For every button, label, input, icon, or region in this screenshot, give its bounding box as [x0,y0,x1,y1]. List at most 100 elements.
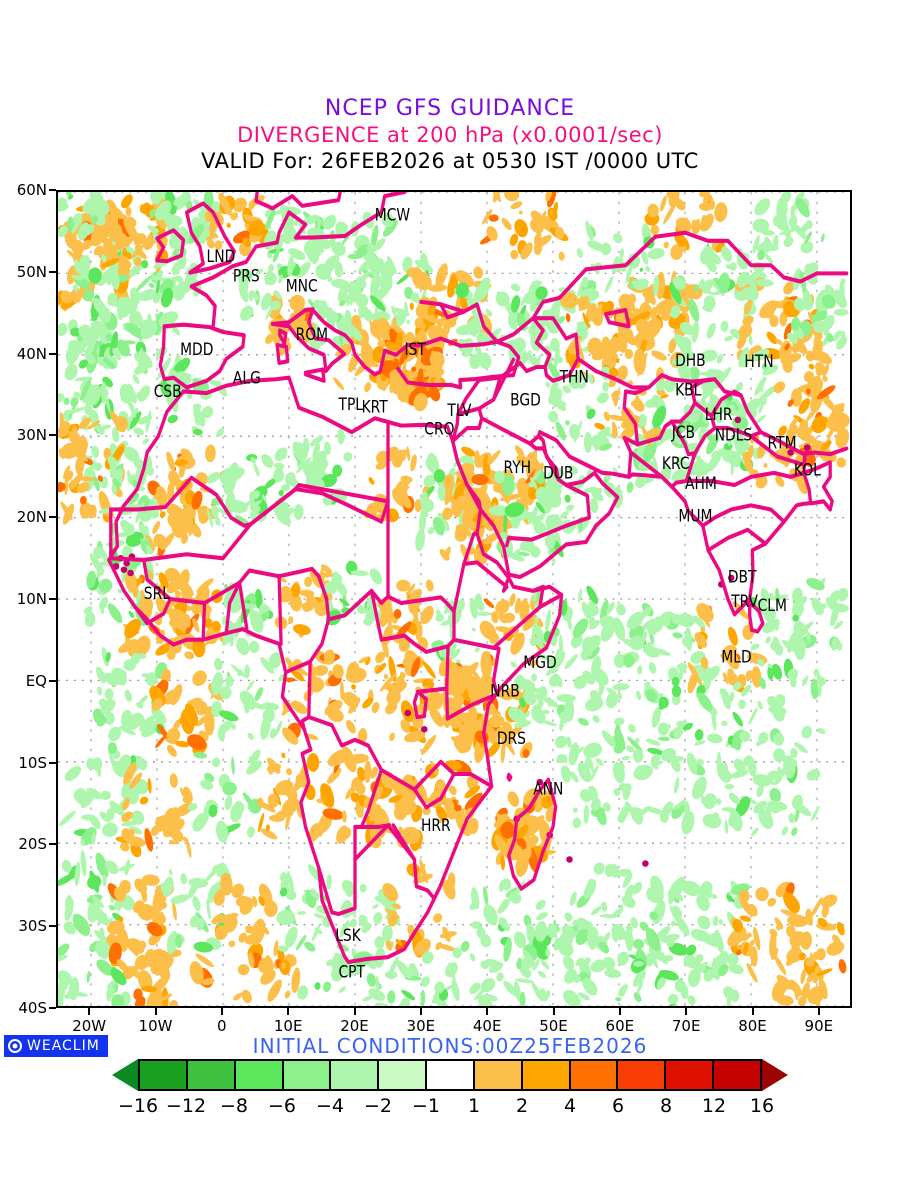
map-plot-area[interactable]: MCW LND PRS MNC ROM IST MDD ALG CSB TPL KRT THN BGD T… [17,181,852,1035]
colorbar-tick-12: 12 [701,1095,727,1117]
city-label-lnd: LND [207,247,236,267]
colorbar-tick-1: −12 [165,1095,207,1117]
colorbar-tick-3: −6 [267,1095,297,1117]
lon-tick [618,1008,621,1015]
lon-tick-label: 10W [138,1017,173,1035]
colorbar-cell-10 [618,1061,667,1089]
city-label-dbt: DBT [728,567,757,587]
colorbar-tick-5: −2 [363,1095,393,1117]
city-label-prs: PRS [233,266,260,286]
colorbar-cells [138,1059,762,1091]
lat-tick-label: 40N [16,344,47,363]
lat-tick-label: 10N [16,590,47,608]
initial-conditions-text: INITIAL CONDITIONS:00Z25FEB2026 [252,1034,648,1058]
lon-tick [88,1008,91,1015]
lat-tick-label: 20S [18,835,47,854]
weaclim-logo-badge[interactable]: WEACLIM [4,1035,108,1057]
colorbar-tick-6: −1 [411,1095,441,1117]
map-canvas: MCW LND PRS MNC ROM IST MDD ALG CSB TPL KRT THN BGD T… [58,192,850,1006]
city-label-rtm: RTM [768,433,797,453]
city-label-rom: ROM [296,325,328,345]
lat-tick [49,434,56,437]
city-label-tlv: TLV [447,400,472,420]
colorbar-tick-4: −4 [315,1095,344,1117]
colorbar-tick-11: 8 [659,1095,673,1117]
city-label-bgd: BGD [510,390,541,410]
lon-tick-label: 10E [273,1017,303,1035]
lat-tick [49,352,56,355]
lat-tick [49,925,56,928]
colorbar-cell-8 [522,1061,571,1089]
city-label-mld: MLD [721,647,751,667]
colorbar-cell-3 [283,1061,332,1089]
lon-tick-label: 60E [605,1017,635,1035]
city-label-srl: SRL [144,584,170,604]
city-label-ryh: RYH [504,457,532,477]
title-main: NCEP GFS GUIDANCE [324,96,576,121]
lon-tick [419,1008,422,1015]
city-label-mdd: MDD [180,339,213,359]
colorbar-tick-labels: −16 −12 −8 −6 −4 −2 −1 1 2 4 6 8 12 16 [118,1095,774,1121]
lon-tick-label: 90E [804,1017,834,1035]
colorbar-cell-11 [666,1061,715,1089]
city-label-ahm: AHM [685,474,717,494]
lon-tick [220,1008,223,1015]
colorbar-tick-13: 16 [749,1095,775,1117]
city-label-mgd: MGD [523,653,556,673]
colorbar-cap-low [112,1059,138,1091]
colorbar-cell-12 [714,1061,760,1089]
city-label-ndls: NDLS [715,425,753,445]
colorbar-cell-9 [570,1061,619,1089]
colorbar-cell-0 [140,1061,188,1089]
lon-tick-label: 20E [340,1017,369,1035]
lon-tick-label: 20W [72,1017,107,1035]
lon-tick [751,1008,754,1015]
city-label-drs: DRS [497,729,526,749]
lon-tick-label: 70E [671,1017,701,1035]
city-label-alg: ALG [233,368,261,388]
city-label-cro: CRO [424,419,454,439]
lat-tick-label: 20N [16,508,47,527]
lon-tick [552,1008,555,1015]
lon-tick [287,1008,290,1015]
lat-tick-label: 50N [16,262,47,281]
colorbar-cell-6 [427,1061,475,1089]
lat-tick [49,843,56,846]
colorbar-tick-7: 1 [467,1095,481,1117]
copyright-ring-icon [8,1039,22,1053]
lon-tick [685,1008,688,1015]
city-label-htn: HTN [744,352,773,372]
city-label-dub: DUB [543,463,573,483]
city-label-kbl: KBL [675,380,702,400]
lon-tick-label: 0 [217,1017,227,1035]
city-label-lsk: LSK [335,926,361,946]
lat-tick-label: EQ [25,671,47,690]
lon-tick [353,1008,356,1015]
lat-tick [49,761,56,764]
lon-tick-label: 50E [539,1017,568,1035]
colorbar[interactable] [112,1059,788,1091]
city-label-clm: CLM [758,596,787,616]
lon-tick [817,1008,820,1015]
map-frame: MCW LND PRS MNC ROM IST MDD ALG CSB TPL KRT THN BGD T… [56,190,852,1008]
chart-title-block: NCEP GFS GUIDANCE DIVERGENCE at 200 hPa … [0,96,900,174]
colorbar-cell-1 [187,1061,236,1089]
lat-tick-label: 40S [18,999,47,1017]
lat-tick [49,270,56,273]
city-label-krt: KRT [362,397,389,417]
coastlines-and-borders [107,192,849,965]
city-label-thn: THN [559,367,589,387]
title-subtitle: DIVERGENCE at 200 hPa (x0.0001/sec) [237,123,663,147]
city-label-cpt: CPT [339,962,366,982]
lon-tick [486,1008,489,1015]
city-label-jcb: JCB [671,422,695,442]
city-label-csb: CSB [154,382,182,402]
colorbar-tick-10: 6 [611,1095,625,1117]
city-label-tpl: TPL [338,395,364,415]
city-label-trv: TRV [730,592,758,612]
city-label-lhr: LHR [705,405,733,425]
city-label-ist: IST [405,339,427,359]
colorbar-tick-2: −8 [219,1095,249,1117]
lat-tick [49,516,56,519]
